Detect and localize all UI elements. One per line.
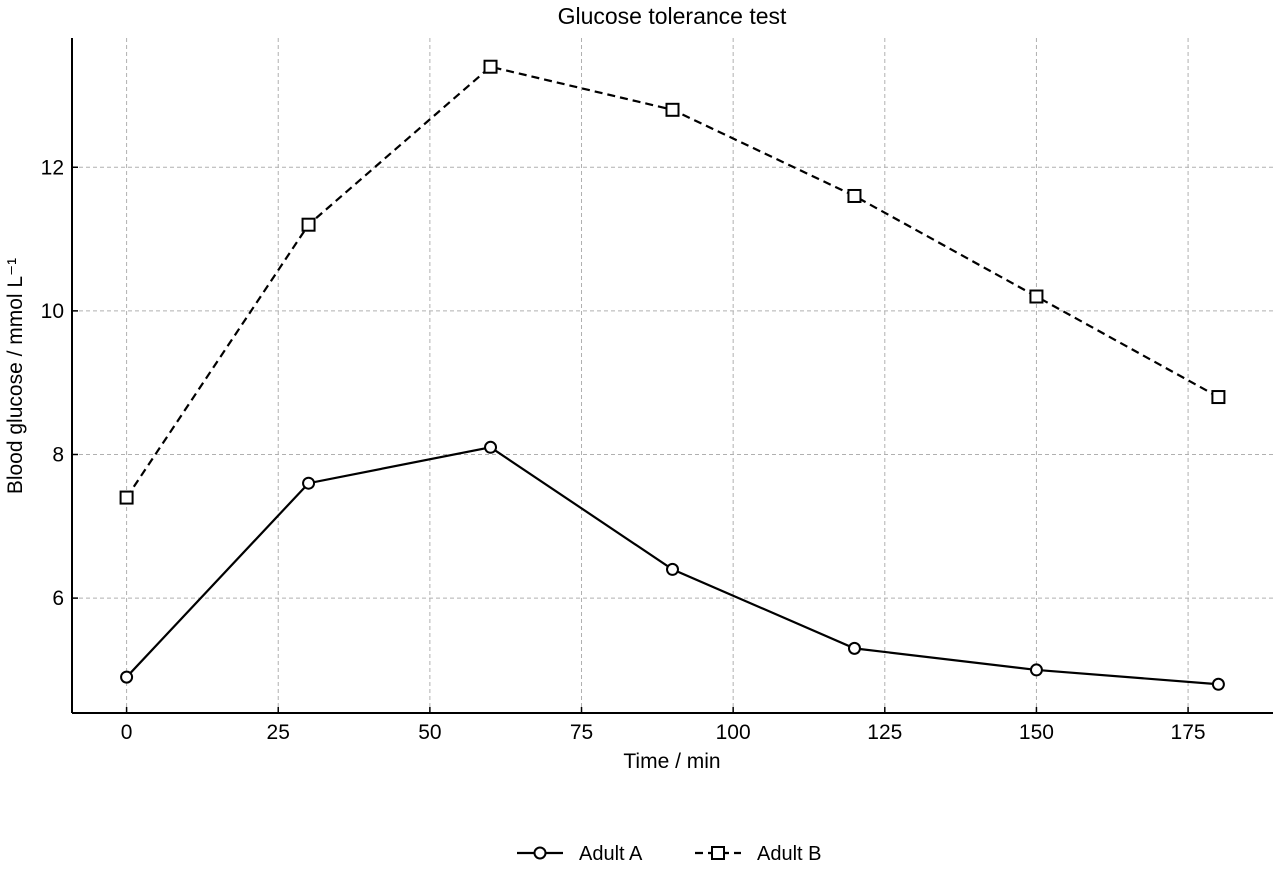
y-axis-label: Blood glucose / mmol L⁻¹ bbox=[4, 258, 27, 494]
series-adult-a bbox=[120, 440, 1225, 691]
legend-label: Adult B bbox=[757, 843, 821, 865]
x-tick-label: 0 bbox=[121, 721, 133, 744]
x-tick-label: 50 bbox=[418, 721, 441, 744]
series-line-adult-b bbox=[125, 65, 1219, 499]
legend-item-adult-b[interactable]: Adult B bbox=[695, 843, 821, 865]
data-point-adult-a bbox=[1211, 677, 1225, 691]
x-axis-label: Time / min bbox=[623, 750, 720, 773]
data-point-adult-b bbox=[847, 188, 862, 203]
data-point-adult-a bbox=[666, 562, 679, 576]
data-point-adult-a bbox=[484, 440, 498, 454]
y-tick-label: 6 bbox=[52, 587, 64, 610]
y-tick-label: 8 bbox=[52, 443, 64, 466]
data-point-adult-a bbox=[120, 670, 134, 684]
grid bbox=[72, 38, 1273, 713]
data-point-adult-b bbox=[483, 59, 498, 74]
series bbox=[119, 59, 1226, 691]
x-tick-label: 175 bbox=[1171, 721, 1206, 744]
legend[interactable]: Adult A Adult B bbox=[517, 843, 821, 865]
data-point-adult-b bbox=[1211, 390, 1226, 405]
x-tick-label: 100 bbox=[716, 721, 751, 744]
data-point-adult-a bbox=[302, 476, 316, 490]
x-tick-label: 150 bbox=[1019, 721, 1054, 744]
legend-item-adult-a[interactable]: Adult A bbox=[517, 843, 643, 865]
ticks: 0 25 50 75 100 125 150 175 6 8 10 12 bbox=[41, 156, 1206, 744]
x-tick-label: 25 bbox=[267, 721, 290, 744]
axes bbox=[71, 38, 1273, 714]
chart-title: Glucose tolerance test bbox=[558, 3, 787, 29]
y-tick-label: 12 bbox=[41, 156, 64, 179]
data-point-adult-b bbox=[1029, 289, 1044, 304]
data-point-adult-b bbox=[119, 490, 134, 505]
y-tick-label: 10 bbox=[41, 300, 64, 323]
data-point-adult-b bbox=[665, 102, 680, 117]
legend-swatch-marker bbox=[533, 846, 547, 860]
data-point-adult-b bbox=[301, 217, 316, 232]
series-adult-b bbox=[119, 59, 1226, 505]
data-point-adult-a bbox=[847, 641, 861, 655]
legend-swatch-marker bbox=[711, 846, 725, 860]
data-point-adult-a bbox=[1029, 663, 1043, 677]
x-tick-label: 75 bbox=[570, 721, 593, 744]
x-tick-label: 125 bbox=[867, 721, 902, 744]
legend-label: Adult A bbox=[579, 843, 643, 865]
